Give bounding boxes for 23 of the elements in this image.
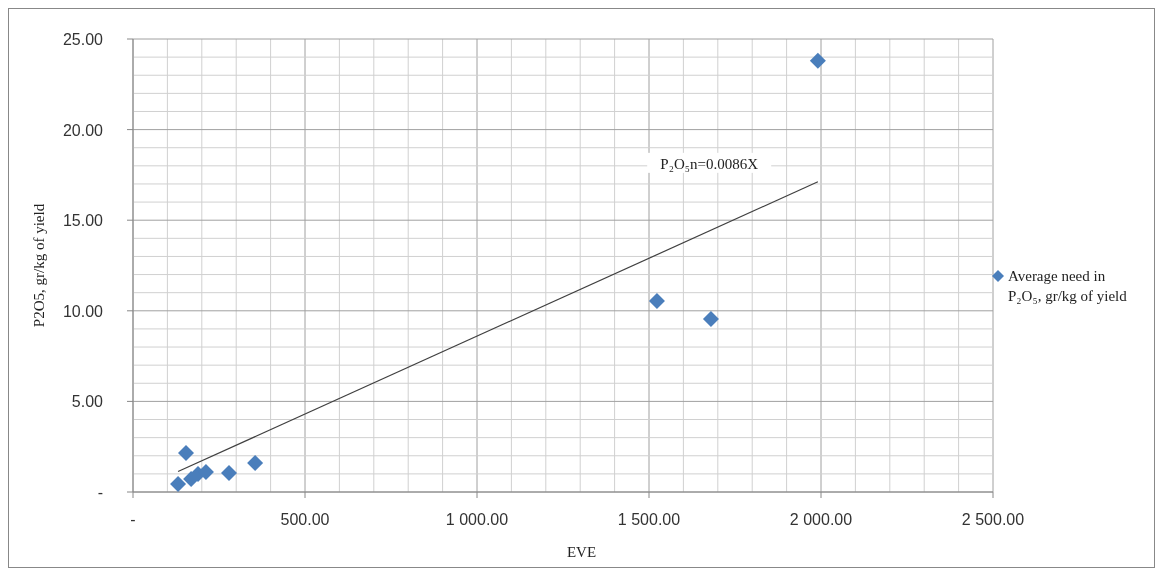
y-tick-label: 10.00: [62, 302, 104, 320]
y-tick-label: 5.00: [71, 393, 104, 411]
point: [170, 476, 187, 493]
y-tick-label: -: [97, 484, 103, 501]
point: [648, 293, 665, 310]
y-axis-title: P2O5, gr/kg of yield: [31, 203, 47, 328]
x-tick-label: 2 000.00: [789, 511, 853, 528]
x-tick-label: -: [130, 511, 136, 528]
y-tick-label: 20.00: [62, 121, 104, 139]
point: [220, 464, 237, 481]
legend-label: Average need in P₂O₅, gr/kg of yield: [1008, 268, 1128, 304]
annotation: P₂O₅n=0.0086X: [660, 155, 759, 172]
x-tick-label: 1 000.00: [445, 511, 509, 528]
x-axis-title: EVE: [566, 544, 597, 560]
point: [702, 310, 719, 327]
y-tick-label: 15.00: [62, 212, 104, 230]
x-tick-label: 1 500.00: [617, 511, 681, 528]
point: [247, 455, 264, 472]
point: [177, 445, 194, 462]
x-tick-label: 500.00: [280, 511, 330, 528]
x-tick-label: 2 500.00: [961, 511, 1025, 528]
point: [809, 52, 826, 69]
y-tick-label: 25.00: [62, 31, 104, 48]
